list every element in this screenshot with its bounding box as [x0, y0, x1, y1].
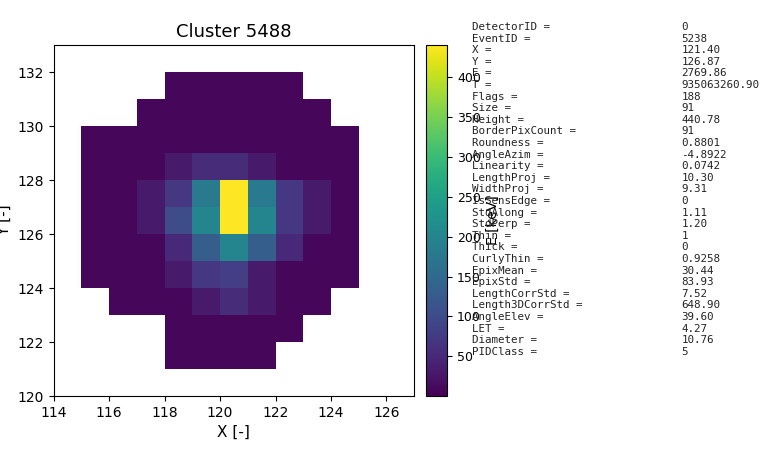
- X-axis label: X [-]: X [-]: [218, 425, 250, 440]
- Text: 0
5238
121.40
126.87
2769.86
935063260.90
188
91
440.78
91
0.8801
-4.8922
0.0742: 0 5238 121.40 126.87 2769.86 935063260.9…: [682, 22, 759, 357]
- Y-axis label: Y [-]: Y [-]: [0, 205, 12, 236]
- Y-axis label: E [keV]: E [keV]: [486, 196, 500, 245]
- Title: Cluster 5488: Cluster 5488: [176, 22, 291, 40]
- Text: DetectorID =
EventID =
X =
Y =
E =
T =
Flags =
Size =
Height =
BorderPixCount =
: DetectorID = EventID = X = Y = E = T = F…: [472, 22, 582, 357]
